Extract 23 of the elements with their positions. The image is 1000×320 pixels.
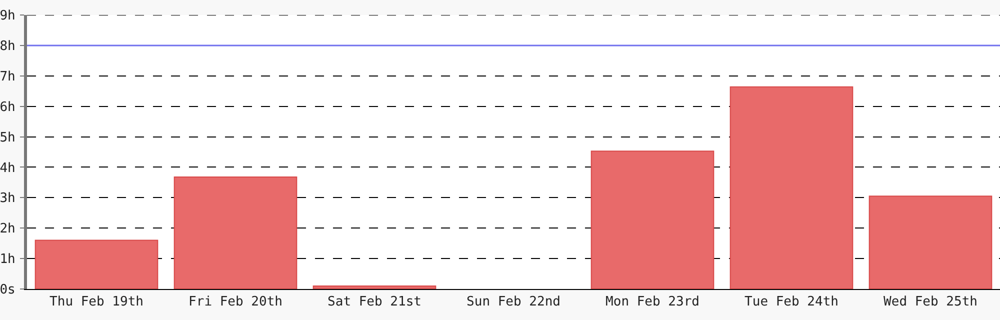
bar xyxy=(590,150,714,289)
x-tick-label: Sun Feb 22nd xyxy=(466,294,560,310)
y-tick-label: 2h xyxy=(0,222,16,237)
y-tick-label: 7h xyxy=(0,69,16,84)
bar xyxy=(174,176,298,289)
y-tick-label: 9h xyxy=(0,8,16,24)
bar xyxy=(730,86,854,289)
y-tick-label: 0s xyxy=(0,282,16,298)
x-tick-label: Fri Feb 20th xyxy=(188,294,282,310)
bar xyxy=(868,196,992,289)
y-tick-label: 1h xyxy=(0,252,16,268)
x-tick-label: Sat Feb 21st xyxy=(328,294,422,310)
x-tick-label: Thu Feb 19th xyxy=(50,294,144,310)
y-tick-label: 3h xyxy=(0,191,16,206)
bar xyxy=(34,240,158,289)
y-tick-label: 5h xyxy=(0,130,16,146)
y-tick-label: 8h xyxy=(0,38,16,54)
x-tick-label: Wed Feb 25th xyxy=(884,294,978,310)
bar xyxy=(312,285,436,289)
y-tick-label: 4h xyxy=(0,160,16,176)
x-tick-label: Mon Feb 23rd xyxy=(606,294,700,310)
y-tick-label: 6h xyxy=(0,100,16,115)
x-tick-label: Tue Feb 24th xyxy=(744,294,838,310)
